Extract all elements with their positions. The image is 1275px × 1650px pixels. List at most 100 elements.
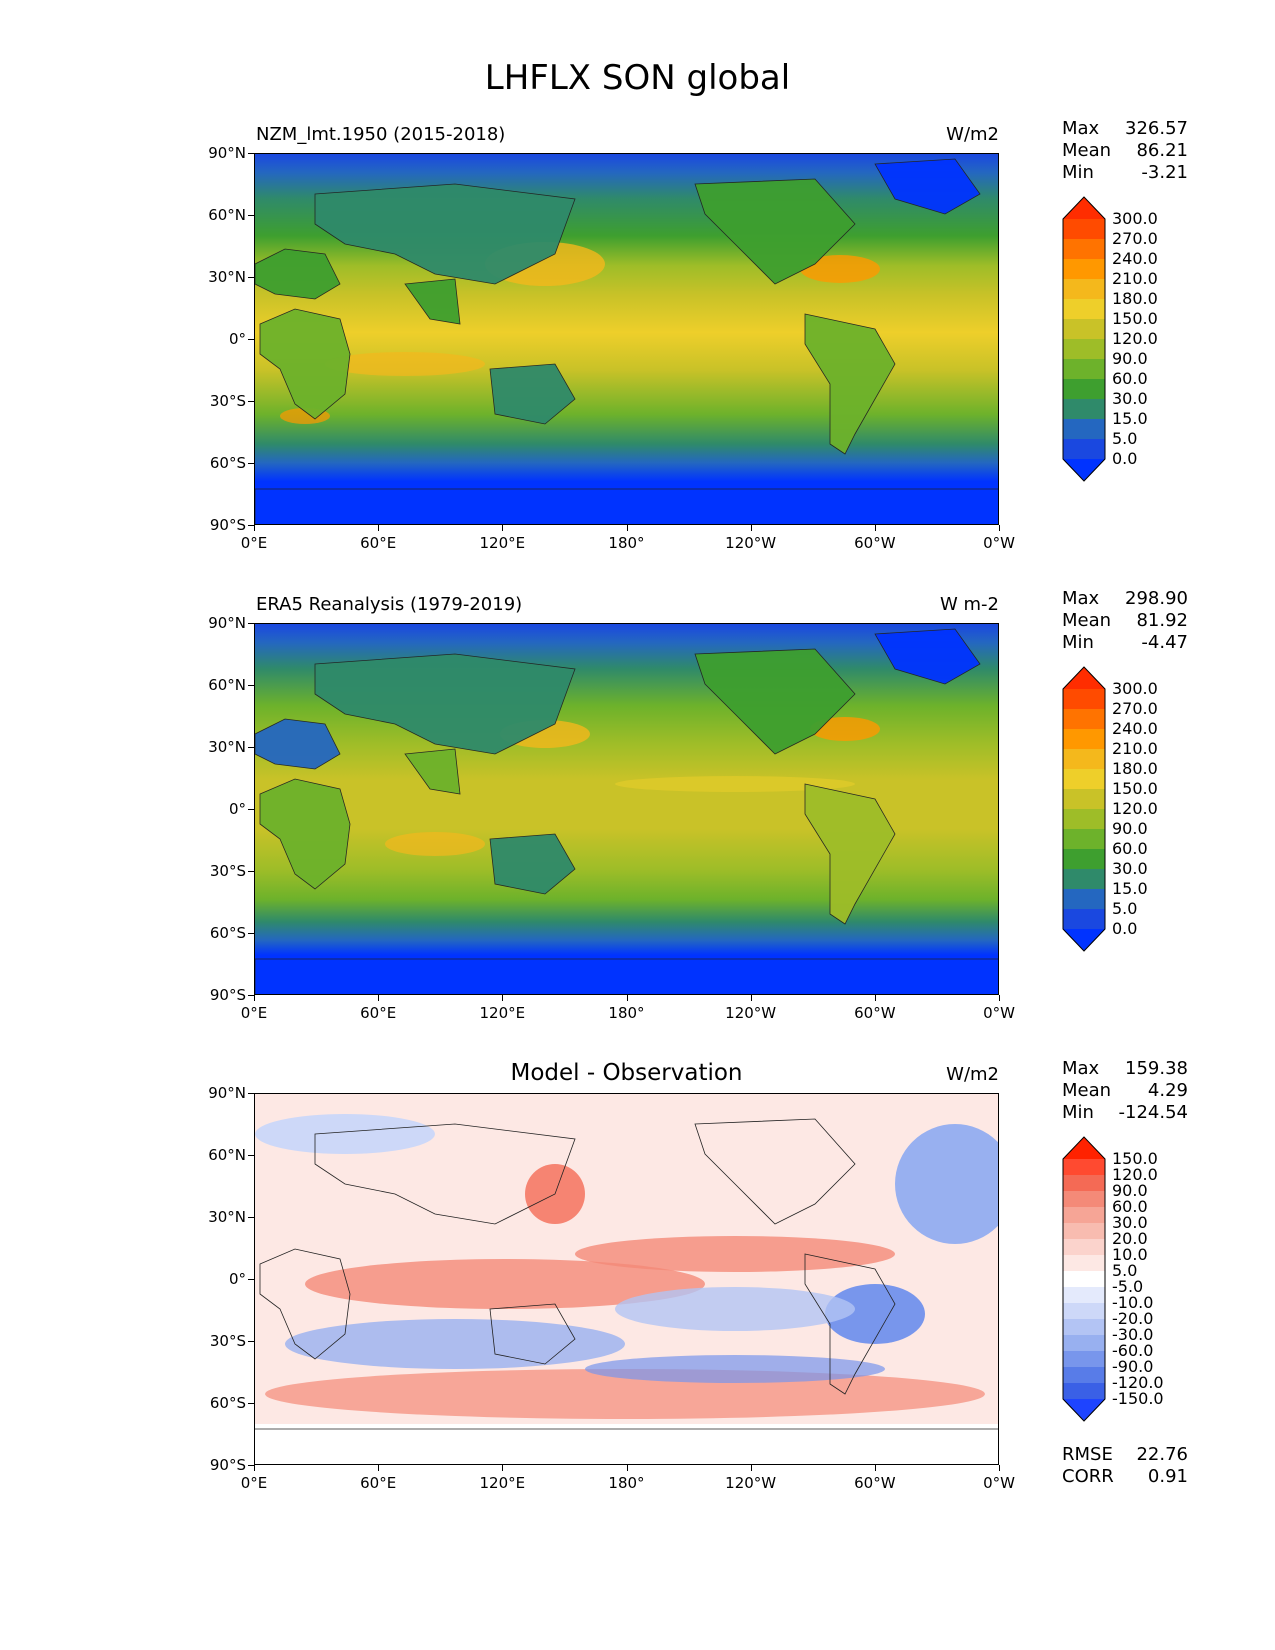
panel-3-stat-label: Mean bbox=[1062, 1080, 1112, 1101]
panel-2-stat-value: 298.90 bbox=[1125, 588, 1188, 609]
colorbar-segment bbox=[1063, 909, 1105, 930]
colorbar-segment bbox=[1063, 339, 1105, 360]
panel-2-ytick-label: 60°S bbox=[209, 924, 246, 942]
panel-3-colorbar-label: -120.0 bbox=[1112, 1373, 1164, 1392]
panel-2-xtick-label: 60°W bbox=[854, 1004, 896, 1022]
panel-3-units: W/m2 bbox=[946, 1064, 999, 1085]
ytick-mark bbox=[248, 277, 254, 278]
panel-2-xtick-label: 0°E bbox=[240, 1004, 268, 1022]
ytick-mark bbox=[248, 215, 254, 216]
panel-1-colorbar-label: 30.0 bbox=[1112, 389, 1148, 408]
panel-1-colorbar-label: 210.0 bbox=[1112, 269, 1158, 288]
panel-2-xtick-label: 180° bbox=[608, 1004, 645, 1022]
colorbar-segment bbox=[1063, 1367, 1105, 1384]
panel-3-extra-stat-label: CORR bbox=[1062, 1466, 1114, 1487]
colorbar-segment bbox=[1063, 359, 1105, 380]
panel-2-colorbar-label: 210.0 bbox=[1112, 739, 1158, 758]
panel-3-stat-value: 4.29 bbox=[1147, 1080, 1188, 1101]
ytick-mark bbox=[248, 1341, 254, 1342]
panel-1-ytick-label: 30°S bbox=[209, 392, 246, 410]
colorbar-extend-top bbox=[1063, 667, 1105, 689]
panel-2-colorbar-label: 120.0 bbox=[1112, 799, 1158, 818]
xtick-mark bbox=[750, 995, 752, 1001]
panel-3-map-svg bbox=[255, 1094, 998, 1464]
ytick-mark bbox=[248, 1279, 254, 1280]
xtick-mark bbox=[378, 995, 380, 1001]
xtick-mark bbox=[254, 1465, 255, 1471]
ytick-mark bbox=[248, 871, 254, 872]
colorbar-segment bbox=[1063, 1159, 1105, 1176]
panel-3-ytick-label: 60°S bbox=[209, 1394, 246, 1412]
panel-1-xtick-label: 180° bbox=[608, 534, 645, 552]
panel-3-map bbox=[254, 1093, 999, 1465]
panel-1-colorbar bbox=[1062, 196, 1106, 482]
ytick-mark bbox=[248, 995, 254, 996]
panel-1-ytick-label: 60°S bbox=[209, 454, 246, 472]
panel-1-map-svg bbox=[255, 154, 998, 524]
xtick-mark bbox=[874, 995, 876, 1001]
panel-1-colorbar-label: 60.0 bbox=[1112, 369, 1148, 388]
panel-1-ytick-label: 60°N bbox=[208, 206, 246, 224]
panel-2-colorbar-label: 180.0 bbox=[1112, 759, 1158, 778]
panel-1-colorbar-label: 180.0 bbox=[1112, 289, 1158, 308]
panel-2-ytick-label: 60°N bbox=[208, 676, 246, 694]
colorbar-segment bbox=[1063, 279, 1105, 300]
ytick-mark bbox=[248, 1217, 254, 1218]
colorbar-segment bbox=[1063, 849, 1105, 870]
colorbar-segment bbox=[1063, 1319, 1105, 1336]
panel-2-xtick-label: 120°E bbox=[479, 1004, 526, 1022]
colorbar-segment bbox=[1063, 379, 1105, 400]
xtick-mark bbox=[750, 525, 752, 531]
panel-1-colorbar-label: 90.0 bbox=[1112, 349, 1148, 368]
colorbar-segment bbox=[1063, 219, 1105, 240]
panel-3-extra-stat-value: 22.76 bbox=[1136, 1444, 1188, 1465]
colorbar-segment bbox=[1063, 1335, 1105, 1352]
panel-1-colorbar-label: 240.0 bbox=[1112, 249, 1158, 268]
panel-3-colorbar-label: 60.0 bbox=[1112, 1197, 1148, 1216]
panel-1-stat-label: Mean bbox=[1062, 140, 1112, 161]
colorbar-segment bbox=[1063, 689, 1105, 710]
colorbar-segment bbox=[1063, 809, 1105, 830]
panel-3-ytick-label: 0° bbox=[228, 1270, 246, 1288]
ytick-mark bbox=[248, 1403, 254, 1404]
xtick-mark bbox=[750, 1465, 752, 1471]
colorbar-segment bbox=[1063, 399, 1105, 420]
panel-1-xtick-label: 60°W bbox=[854, 534, 896, 552]
panel-3-colorbar-label: 10.0 bbox=[1112, 1245, 1148, 1264]
ytick-mark bbox=[248, 747, 254, 748]
xtick-mark bbox=[254, 995, 255, 1001]
panel-1-xtick-label: 0°E bbox=[240, 534, 268, 552]
panel-1-stat-value: 326.57 bbox=[1125, 118, 1188, 139]
panel-2-xtick-label: 120°W bbox=[725, 1004, 777, 1022]
colorbar-segment bbox=[1063, 1239, 1105, 1256]
panel-3-colorbar-label: -150.0 bbox=[1112, 1389, 1164, 1408]
panel-3-xtick-label: 120°W bbox=[725, 1474, 777, 1492]
panel-2-ytick-label: 90°S bbox=[209, 986, 246, 1004]
panel-3-colorbar-label: -60.0 bbox=[1112, 1341, 1154, 1360]
xtick-mark bbox=[626, 1465, 628, 1471]
panel-2-ytick-label: 0° bbox=[228, 800, 246, 818]
panel-2-colorbar-label: 30.0 bbox=[1112, 859, 1148, 878]
colorbar-segment bbox=[1063, 1207, 1105, 1224]
panel-3-xtick-label: 0°W bbox=[983, 1474, 1015, 1492]
panel-2-colorbar-label: 5.0 bbox=[1112, 899, 1138, 918]
panel-3-xtick-label: 180° bbox=[608, 1474, 645, 1492]
panel-1-xtick-label: 120°W bbox=[725, 534, 777, 552]
panel-3-ytick-label: 90°S bbox=[209, 1456, 246, 1474]
panel-1-stat-label: Min bbox=[1062, 162, 1094, 183]
panel-1-xtick-label: 120°E bbox=[479, 534, 526, 552]
panel-2-stat-label: Max bbox=[1062, 588, 1100, 609]
panel-1-colorbar-label: 0.0 bbox=[1112, 449, 1138, 468]
colorbar-extend-top bbox=[1063, 1137, 1105, 1159]
panel-2-colorbar-label: 15.0 bbox=[1112, 879, 1148, 898]
panel-1-stat-value: -3.21 bbox=[1141, 162, 1188, 183]
panel-3-stat-label: Max bbox=[1062, 1058, 1100, 1079]
panel-3-extra-stat-value: 0.91 bbox=[1147, 1466, 1188, 1487]
ytick-mark bbox=[248, 1465, 254, 1466]
panel-1-units: W/m2 bbox=[946, 124, 999, 145]
panel-1-colorbar-label: 300.0 bbox=[1112, 209, 1158, 228]
panel-2-colorbar bbox=[1062, 666, 1106, 952]
panel-1-title: NZM_lmt.1950 (2015-2018) bbox=[256, 124, 506, 145]
panel-2-colorbar-label: 270.0 bbox=[1112, 699, 1158, 718]
panel-3-ytick-label: 30°N bbox=[208, 1208, 246, 1226]
